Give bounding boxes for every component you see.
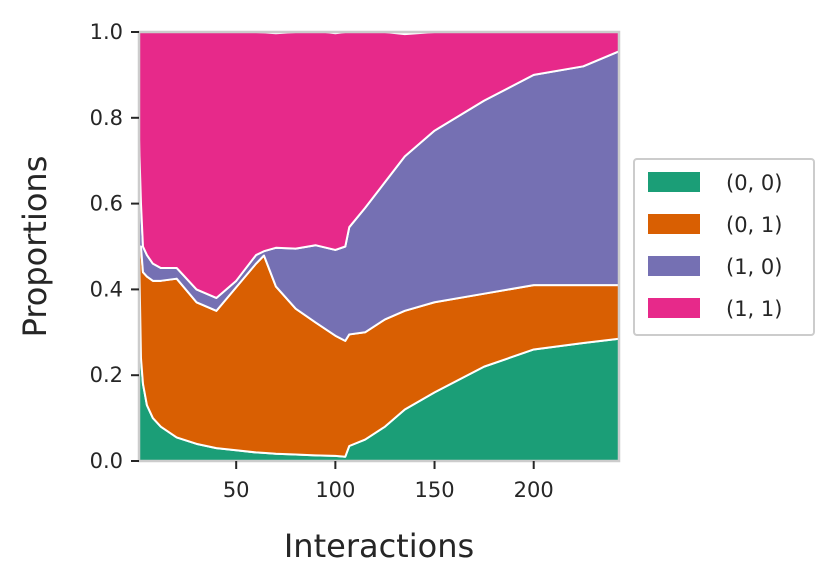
legend-swatch <box>648 256 700 276</box>
legend-swatch <box>648 298 700 318</box>
x-tick-label: 200 <box>514 478 554 502</box>
legend-label: (0, 1) <box>726 213 782 237</box>
y-tick-label: 1.0 <box>90 20 123 44</box>
x-axis-title: Interactions <box>284 527 474 565</box>
x-tick-label: 150 <box>414 478 454 502</box>
x-tick-label: 100 <box>315 478 355 502</box>
y-tick-label: 0.6 <box>90 192 123 216</box>
legend-label: (1, 0) <box>726 255 782 279</box>
x-tick-label: 50 <box>223 478 250 502</box>
legend-label: (1, 1) <box>726 297 782 321</box>
legend: (0, 0) (0, 1) (1, 0) (1, 1) <box>633 158 815 336</box>
legend-swatch <box>648 214 700 234</box>
legend-box <box>633 158 815 336</box>
y-tick-label: 0.8 <box>90 106 123 130</box>
legend-label: (0, 0) <box>726 171 782 195</box>
y-tick-label: 0.0 <box>90 449 123 473</box>
axes: 50 100 150 200 0.0 0.2 0.4 0.6 0.8 1.0 <box>90 20 621 502</box>
y-tick-label: 0.2 <box>90 363 123 387</box>
y-axis-title: Proportions <box>16 156 54 338</box>
plot-area <box>138 29 620 462</box>
legend-swatch <box>648 172 700 192</box>
y-tick-label: 0.4 <box>90 277 123 301</box>
plot-frame <box>137 30 621 463</box>
